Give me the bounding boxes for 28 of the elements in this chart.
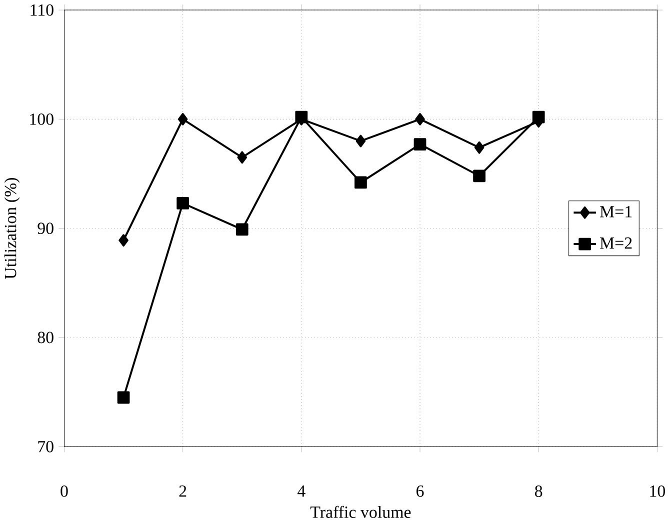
y-tick-label: 70 (38, 440, 54, 452)
x-tick-label: 4 (298, 485, 306, 496)
point (117, 391, 130, 404)
x-axis-title: Traffic volume (310, 506, 411, 518)
point (532, 110, 545, 124)
y-tick-label: 100 (30, 113, 54, 125)
point (474, 141, 484, 154)
point (356, 134, 366, 148)
legend-label: M=2 (600, 237, 632, 249)
y-tick-label: 80 (38, 332, 54, 344)
x-tick-label: 8 (535, 485, 542, 497)
y-tick-label: 110 (30, 4, 54, 16)
point (176, 196, 190, 210)
point (414, 138, 426, 150)
point (237, 151, 248, 164)
point (118, 234, 128, 246)
y-axis-title: Utilization (%) (4, 178, 20, 279)
x-tick-label: 0 (60, 485, 68, 497)
x-tick-label: 2 (179, 485, 186, 497)
y-tick-label: 90 (38, 222, 54, 234)
x-tick-label: 6 (416, 485, 424, 497)
point (178, 112, 188, 126)
point (236, 223, 248, 236)
point (354, 176, 367, 189)
point (415, 112, 425, 126)
point (473, 170, 486, 182)
x-tick-label: 10 (650, 485, 666, 497)
legend-label: M=1 (600, 206, 632, 218)
